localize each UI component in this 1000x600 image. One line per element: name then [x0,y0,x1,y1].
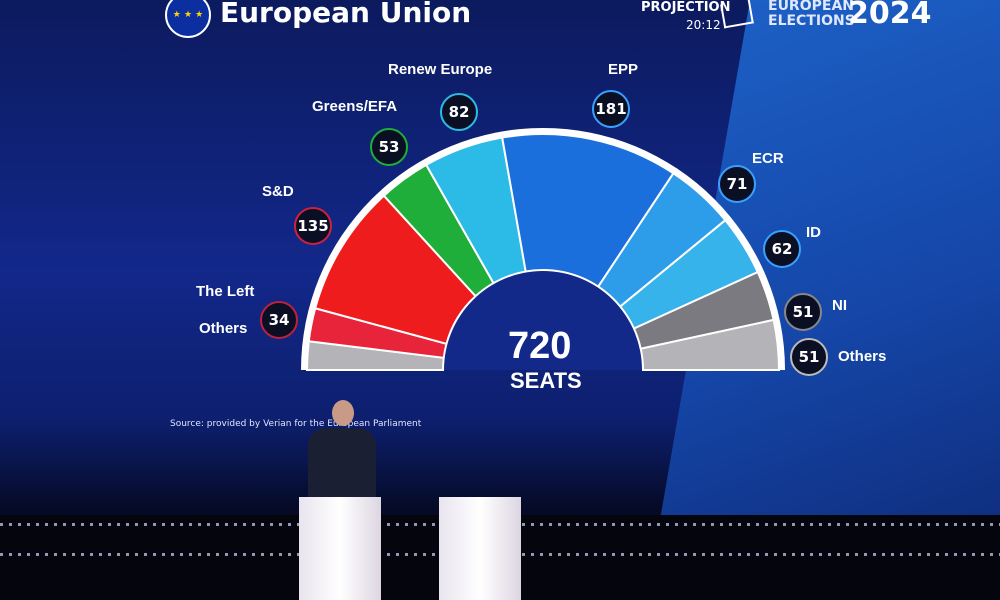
badge-others: 51 [790,338,828,376]
label-others-left: Others [199,320,248,337]
projection-time: 20:12 [686,18,721,32]
podium-left [299,497,381,600]
speaker [308,400,376,500]
projection-label: PROJECTION [641,0,731,15]
badge-greens: 53 [370,128,408,166]
hemicycle-center [444,271,642,370]
segment-others-9 [639,318,781,371]
badge-renew: 82 [440,93,478,131]
event-line1: EUROPEAN [768,0,854,14]
badge-ni: 51 [784,293,822,331]
total-seats-label: SEATS [510,368,582,393]
label-greens: Greens/EFA [312,98,398,115]
label-id: ID [806,224,821,241]
badge-epp: 181 [592,90,630,128]
label-ecr: ECR [752,150,784,167]
podium-right [439,497,521,600]
label-ni: NI [832,297,847,314]
eu-flag-icon: ★ ★ ★ [165,0,211,38]
source-note: Source: provided by Verian for the Europ… [170,419,422,429]
total-seats: 720 [508,325,572,367]
badge-sd: 135 [294,207,332,245]
event-year: 2024 [848,0,932,31]
badge-id: 62 [763,230,801,268]
event-line2: ELECTIONS [768,13,855,29]
label-the-left: The Left [196,283,255,300]
org-title: European Union [220,0,472,29]
label-epp: EPP [608,61,639,78]
badge-ecr: 71 [718,165,756,203]
label-renew: Renew Europe [388,61,493,78]
label-sd: S&D [262,183,294,200]
badge-the-left: 34 [260,301,298,339]
label-others-right: Others [838,348,887,365]
